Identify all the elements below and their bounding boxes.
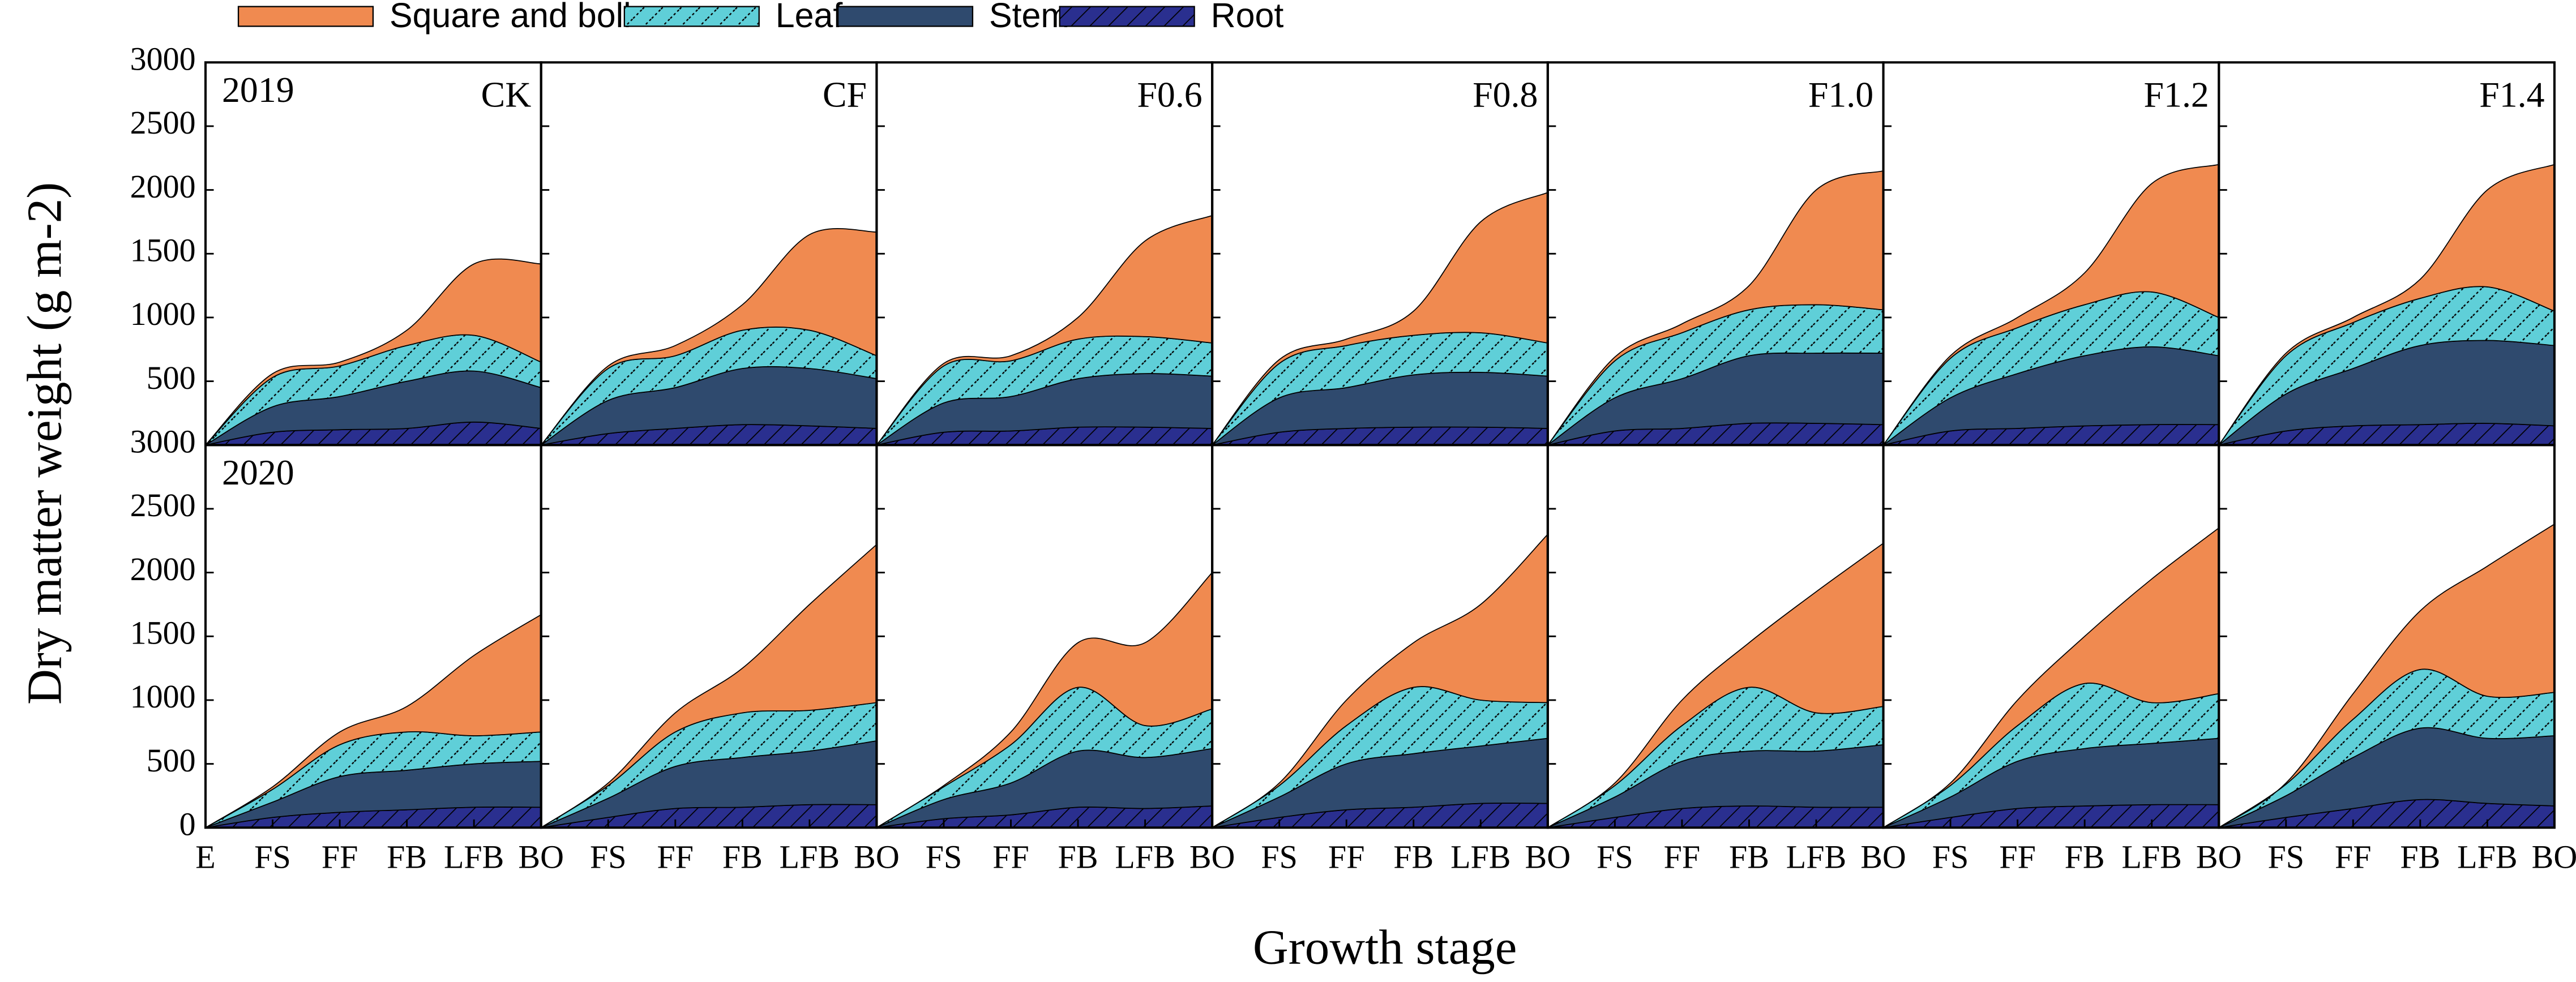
legend-label: Root [1211,0,1284,35]
area [541,543,878,829]
x-tick-label: FF [322,839,358,876]
x-axis-label: Growth stage [1253,920,1517,975]
x-tick-label: FS [2268,839,2305,876]
x-tick-label: FF [2335,839,2372,876]
x-tick-label: BO [854,839,900,876]
y-tick-label: 2500 [130,487,196,524]
x-tick-label: FS [1932,839,1969,876]
x-tick-label: LFB [444,839,504,876]
legend-label: Leaf [776,0,844,35]
x-tick-label: FS [590,839,627,876]
x-tick-label: FS [926,839,962,876]
x-tick-label: FS [1597,839,1633,876]
x-tick-label: LFB [2457,839,2517,876]
x-tick-label: BO [2196,839,2242,876]
y-tick-label: 1000 [130,295,196,332]
x-tick-label: FF [1664,839,1701,876]
y-tick-label: 3000 [130,423,196,460]
area [1547,170,1884,445]
panel-year: 2019 [222,70,294,110]
x-tick-label: LFB [1786,839,1846,876]
x-tick-label: BO [1860,839,1906,876]
area [1883,526,2220,829]
panel-title: F1.4 [2479,75,2544,115]
x-tick-label: FF [657,839,694,876]
panel-title: F1.2 [2144,75,2209,115]
x-tick-label: LFB [1115,839,1175,876]
area [1212,191,1548,445]
x-tick-label: FB [2065,839,2105,876]
y-tick-label: 500 [147,742,196,779]
x-tick-label: FB [1393,839,1434,876]
panel-year: 2020 [222,452,294,492]
x-tick-label: BO [1189,839,1235,876]
x-tick-label: BO [518,839,564,876]
x-tick-label: FB [1058,839,1098,876]
panel-title: F0.8 [1473,75,1538,115]
y-tick-label: 3000 [130,41,196,78]
area [876,215,1213,445]
x-tick-label: FB [722,839,763,876]
x-tick-label: FF [992,839,1029,876]
panel-title: CF [823,75,867,115]
area [1547,542,1884,829]
legend-swatch [1059,6,1195,27]
x-tick-label: LFB [1450,839,1510,876]
legend-swatch [837,6,974,27]
y-tick-label: 2000 [130,168,196,205]
area [2218,523,2555,829]
area [205,614,542,829]
y-tick-label: 2000 [130,551,196,588]
x-tick-label: FB [387,839,427,876]
x-tick-label: LFB [2121,839,2181,876]
x-tick-label: BO [1525,839,1571,876]
x-tick-label: FS [1261,839,1298,876]
legend-swatch [623,6,760,27]
y-tick-label: 2500 [130,104,196,141]
x-tick-label: BO [2532,839,2576,876]
x-tick-label: FB [1729,839,1769,876]
legend-label: Square and boll [390,0,631,35]
x-tick-label: FF [1328,839,1365,876]
panel-title: CK [481,75,532,115]
x-tick-label: FF [1999,839,2036,876]
panel-title: F1.0 [1808,75,1873,115]
x-tick-label: FB [2400,839,2440,876]
y-tick-label: 1500 [130,615,196,651]
panel-title: F0.6 [1137,75,1202,115]
y-tick-label: 1500 [130,232,196,269]
area [1212,533,1548,829]
legend-label: Stem [989,0,1069,35]
y-tick-label: 0 [179,806,196,843]
area [1882,164,2220,445]
x-tick-label: E [195,839,215,876]
x-tick-label: FS [254,839,291,876]
y-tick-label: 500 [147,359,196,396]
x-tick-label: LFB [780,839,840,876]
y-axis-label: Dry matter weight (g m-2) [16,182,71,705]
y-tick-label: 1000 [130,678,196,715]
area [876,571,1213,829]
legend-swatch [237,6,374,27]
